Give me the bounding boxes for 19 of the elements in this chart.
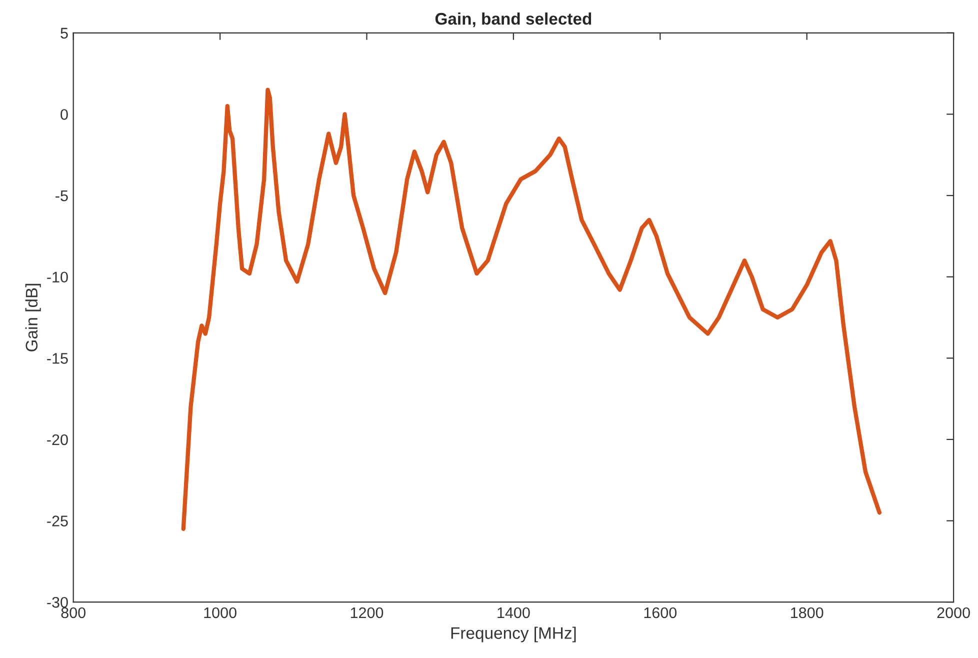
x-tick-label: 1400 [498, 607, 530, 618]
x-tick-label: 1200 [350, 607, 384, 618]
y-tick-label: -30 [47, 596, 68, 608]
x-tick-label: 1800 [791, 607, 824, 618]
y-tick-label: -5 [56, 190, 68, 202]
y-axis-title: Gain [dB] [25, 284, 41, 352]
y-tick-label: -15 [47, 353, 68, 364]
x-tick-label: 1600 [644, 607, 677, 618]
chart-title: Gain, band selected [435, 12, 592, 28]
x-tick-label: 1000 [204, 607, 236, 618]
y-tick-label: -25 [47, 516, 68, 526]
line-series [181, 88, 882, 531]
x-axis-title: Frequency [MHz] [451, 626, 576, 642]
y-tick-label: 5 [60, 28, 68, 39]
y-tick-label: -10 [47, 272, 68, 283]
x-tick-label: 2000 [937, 607, 970, 618]
x-tick-label: 800 [61, 607, 86, 618]
y-tick-label: -20 [47, 434, 68, 446]
y-tick-label: 0 [60, 109, 68, 120]
